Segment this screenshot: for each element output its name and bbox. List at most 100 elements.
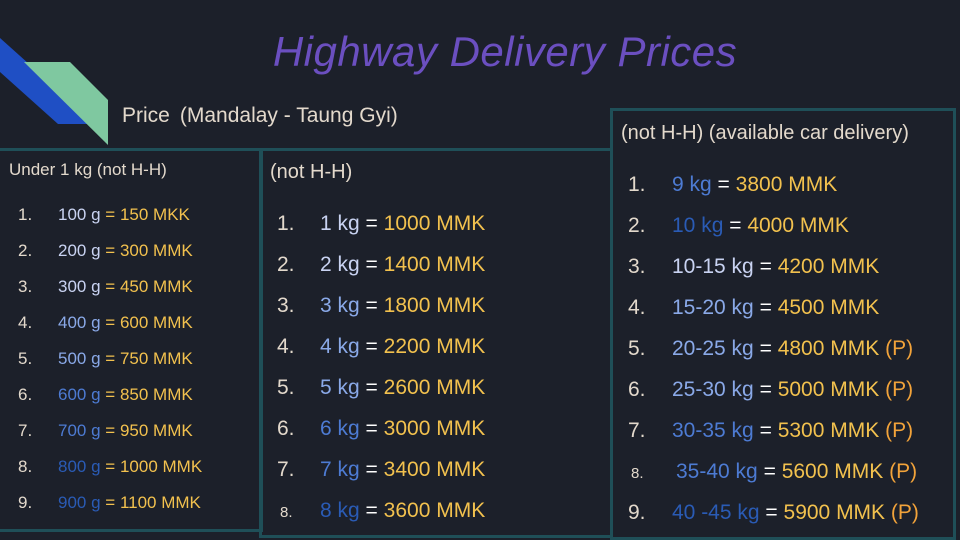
item-number: 4. <box>277 335 295 358</box>
item-equals: = <box>105 313 116 332</box>
panel-heading: Under 1 kg (not H-H) <box>9 160 167 179</box>
list-item: 9. 900 g = 1100 MMK <box>18 485 201 521</box>
page-title: Highway Delivery Prices <box>272 28 738 75</box>
item-price: 3600 MMK <box>383 499 486 522</box>
item-price: 750 MMK <box>119 349 193 368</box>
price-list: 1. 100 g = 150 MKK 2. 200 g = 300 MMK 3. 30… <box>18 197 202 521</box>
item-price: 1100 MMK <box>119 493 201 512</box>
item-equals: = <box>105 349 116 368</box>
item-price: 4200 MMK <box>777 255 880 278</box>
item-weight: 600 g <box>58 385 101 404</box>
item-price: 2600 MMK <box>383 376 486 399</box>
item-price: 5300 MMK <box>777 419 880 442</box>
list-item: 8. 35-40 kg = 5600 MMK (P) <box>628 451 917 492</box>
list-item: 3. 10-15 kg = 4200 MMK <box>628 246 879 287</box>
item-equals: = <box>759 337 772 360</box>
item-price: 3800 MMK <box>735 173 838 196</box>
list-item: 3. 300 g = 450 MMK <box>18 269 193 305</box>
item-weight: 900 g <box>58 493 101 512</box>
list-item: 9. 40 -45 kg = 5900 MMK (P) <box>628 492 919 533</box>
list-item: 2. 2 kg = 1400 MMK <box>277 244 485 285</box>
item-weight: 10-15 kg <box>672 255 754 278</box>
subtitle-label: Price <box>122 104 170 127</box>
list-item: 7. 700 g = 950 MMK <box>18 413 193 449</box>
item-price: 850 MMK <box>119 385 193 404</box>
list-item: 2. 10 kg = 4000 MMK <box>628 205 849 246</box>
item-price: 4000 MMK <box>747 214 849 237</box>
item-price: 1000 MMK <box>119 457 203 476</box>
item-weight: 800 g <box>58 457 101 476</box>
item-weight: 4 kg <box>320 335 360 358</box>
item-weight: 6 kg <box>320 417 360 440</box>
list-item: 4. 4 kg = 2200 MMK <box>277 326 485 367</box>
list-item: 6. 25-30 kg = 5000 MMK (P) <box>628 369 913 410</box>
green-stripe-shape <box>24 62 108 145</box>
item-equals: = <box>365 253 378 276</box>
price-list: 1. 1 kg = 1000 MMK 2. 2 kg = 1400 MMK 3. 3 … <box>277 203 485 531</box>
list-item: 5. 5 kg = 2600 MMK <box>277 367 485 408</box>
item-equals: = <box>759 378 772 401</box>
item-equals: = <box>765 501 778 524</box>
item-number: 3. <box>18 277 33 296</box>
item-weight: 400 g <box>58 313 101 332</box>
item-number: 6. <box>18 385 33 404</box>
item-number: 6. <box>277 417 295 440</box>
item-price: 4500 MMK <box>777 296 880 319</box>
list-item: 1. 1 kg = 1000 MMK <box>277 203 485 244</box>
item-number: 4. <box>18 313 33 332</box>
item-equals: = <box>105 421 116 440</box>
item-equals: = <box>729 214 742 237</box>
item-number: 3. <box>277 294 295 317</box>
item-number: 1. <box>628 173 646 196</box>
item-weight: 700 g <box>58 421 101 440</box>
item-equals: = <box>759 255 772 278</box>
item-weight: 15-20 kg <box>672 296 754 319</box>
item-weight: 8 kg <box>320 499 360 522</box>
item-equals: = <box>105 385 116 404</box>
item-number: 6. <box>628 378 646 401</box>
item-weight: 30-35 kg <box>672 419 754 442</box>
item-equals: = <box>365 417 378 440</box>
list-item: 7. 7 kg = 3400 MMK <box>277 449 485 490</box>
item-equals: = <box>105 457 116 476</box>
item-number: 3. <box>628 255 646 278</box>
item-price: 5900 MMK <box>783 501 886 524</box>
item-number: 2. <box>277 253 295 276</box>
item-weight: 100 g <box>58 205 101 224</box>
list-item: 8. 800 g = 1000 MMK <box>18 449 202 485</box>
item-weight: 40 -45 kg <box>672 501 760 524</box>
item-equals: = <box>365 376 378 399</box>
item-number: 4. <box>628 296 646 319</box>
item-equals: = <box>105 493 116 512</box>
panel-not-hh: (not H-H) 1. 1 kg = 1000 MMK 2. 2 kg = 140… <box>259 148 613 538</box>
price-list: 1. 9 kg = 3800 MMK 2. 10 kg = 4000 MMK 3. 1… <box>628 164 919 533</box>
item-number: 5. <box>628 337 646 360</box>
item-number: 8. <box>280 504 293 521</box>
item-tag: (P) <box>890 501 919 524</box>
panel-under-1kg: Under 1 kg (not H-H) 1. 100 g = 150 MKK 2… <box>0 148 263 532</box>
item-number: 2. <box>628 214 646 237</box>
list-item: 5. 20-25 kg = 4800 MMK (P) <box>628 328 913 369</box>
item-number: 5. <box>277 376 295 399</box>
item-number: 5. <box>18 349 33 368</box>
list-item: 5. 500 g = 750 MMK <box>18 341 193 377</box>
list-item: 1. 9 kg = 3800 MMK <box>628 164 837 205</box>
item-tag: (P) <box>885 337 914 360</box>
subtitle: Price (Mandalay - Taung Gyi) <box>122 104 398 128</box>
item-equals: = <box>365 499 378 522</box>
item-weight: 20-25 kg <box>672 337 754 360</box>
item-price: 2200 MMK <box>383 335 486 358</box>
item-price: 600 MMK <box>119 313 193 332</box>
item-price: 450 MMK <box>119 277 193 296</box>
panel-heading: (not H-H) <box>270 161 353 183</box>
item-price: 5000 MMK <box>777 378 880 401</box>
item-tag: (P) <box>885 378 914 401</box>
item-weight: 1 kg <box>320 212 360 235</box>
item-weight: 25-30 kg <box>672 378 754 401</box>
item-number: 1. <box>277 212 295 235</box>
item-price: 1800 MMK <box>383 294 486 317</box>
item-number: 7. <box>277 458 295 481</box>
item-weight: 10 kg <box>672 214 724 237</box>
item-number: 8. <box>631 465 644 482</box>
item-weight: 7 kg <box>320 458 360 481</box>
